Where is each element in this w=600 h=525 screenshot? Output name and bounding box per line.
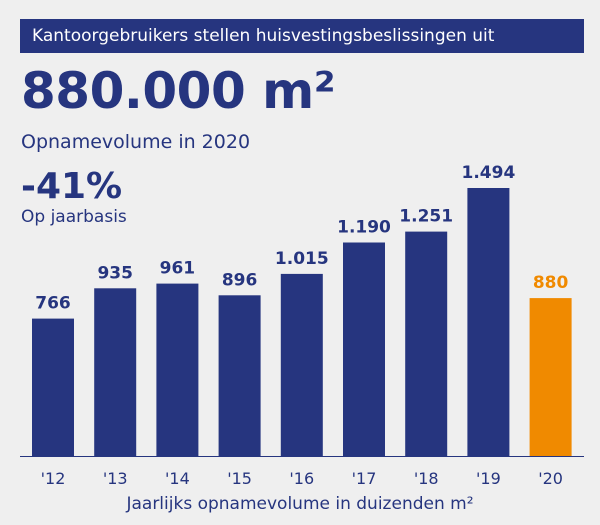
x-tick-label: '20 bbox=[538, 469, 563, 488]
x-tick-label: '14 bbox=[165, 469, 190, 488]
bar-17 bbox=[343, 242, 385, 456]
data-label: 766 bbox=[35, 294, 71, 314]
data-label: 1.251 bbox=[399, 207, 453, 227]
data-label: 1.190 bbox=[337, 218, 391, 238]
x-tick-label: '16 bbox=[289, 469, 314, 488]
bar-12 bbox=[32, 318, 74, 456]
data-label: 1.015 bbox=[275, 249, 329, 269]
bar-18 bbox=[405, 231, 448, 456]
data-label: 880 bbox=[533, 273, 569, 293]
bar-14 bbox=[156, 283, 199, 456]
x-axis-caption: Jaarlijks opnamevolume in duizenden m² bbox=[126, 494, 474, 514]
x-tick-label: '12 bbox=[41, 469, 66, 488]
data-label: 961 bbox=[160, 259, 196, 279]
x-tick-label: '13 bbox=[103, 469, 128, 488]
change-label: Op jaarbasis bbox=[21, 207, 127, 227]
title-banner: Kantoorgebruikers stellen huisvestingsbe… bbox=[20, 19, 584, 53]
change-value: -41% bbox=[21, 166, 123, 207]
headline-value: 880.000 m² bbox=[21, 62, 336, 120]
bar-19 bbox=[467, 188, 510, 456]
data-label: 896 bbox=[222, 270, 258, 290]
bar-15 bbox=[218, 295, 261, 456]
bar-16 bbox=[280, 273, 323, 456]
x-tick-label: '18 bbox=[414, 469, 439, 488]
data-label: 935 bbox=[97, 263, 133, 283]
headline-label: Opnamevolume in 2020 bbox=[21, 131, 251, 153]
x-tick-label: '17 bbox=[352, 469, 377, 488]
bar-20 bbox=[529, 298, 572, 456]
x-tick-label: '19 bbox=[476, 469, 501, 488]
data-label: 1.494 bbox=[462, 163, 516, 183]
x-tick-label: '15 bbox=[227, 469, 252, 488]
bar-13 bbox=[94, 288, 137, 456]
banner-text: Kantoorgebruikers stellen huisvestingsbe… bbox=[32, 26, 495, 46]
